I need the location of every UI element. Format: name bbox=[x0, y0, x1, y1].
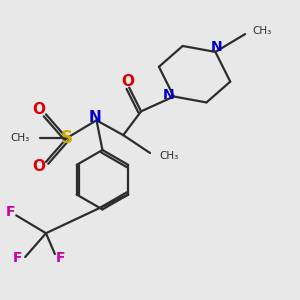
Text: N: N bbox=[88, 110, 101, 125]
Text: CH₃: CH₃ bbox=[253, 26, 272, 36]
Text: CH₃: CH₃ bbox=[11, 133, 30, 143]
Text: N: N bbox=[211, 40, 223, 55]
Text: O: O bbox=[121, 74, 134, 88]
Text: F: F bbox=[6, 206, 15, 219]
Text: F: F bbox=[56, 251, 66, 266]
Text: F: F bbox=[13, 251, 22, 266]
Text: N: N bbox=[163, 88, 174, 102]
Text: CH₃: CH₃ bbox=[159, 151, 178, 161]
Text: O: O bbox=[32, 159, 45, 174]
Text: S: S bbox=[61, 129, 73, 147]
Text: O: O bbox=[32, 102, 45, 117]
